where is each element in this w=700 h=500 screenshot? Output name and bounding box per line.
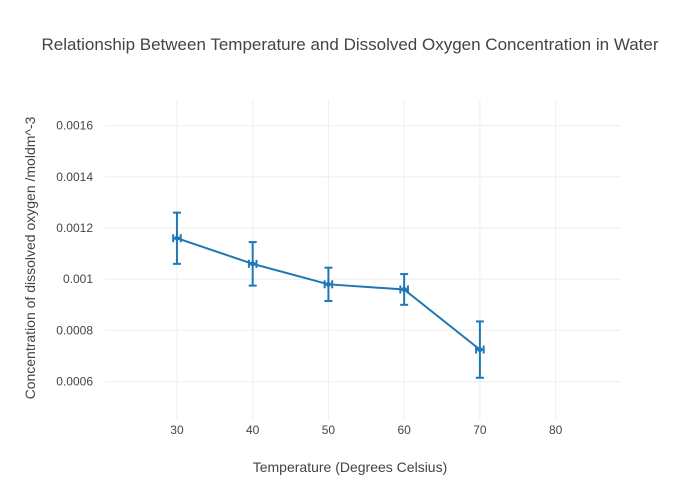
- series-layer: [172, 211, 485, 379]
- y-tick-label: 0.001: [63, 272, 93, 286]
- data-point: [174, 235, 180, 241]
- y-tick-label: 0.0006: [56, 375, 93, 389]
- x-axis-title: Temperature (Degrees Celsius): [253, 459, 448, 475]
- x-tick-label: 50: [322, 423, 336, 437]
- x-tick-label: 40: [246, 423, 260, 437]
- grid-layer: [105, 100, 620, 420]
- y-axis-title: Concentration of dissolved oxygen /moldm…: [22, 116, 38, 399]
- y-tick-label: 0.0008: [56, 323, 93, 337]
- chart-title: Relationship Between Temperature and Dis…: [41, 35, 658, 54]
- x-tick-label: 60: [397, 423, 411, 437]
- y-tick-label: 0.0016: [56, 119, 93, 133]
- tick-layer: 30 40 50 60 70 80 0.0006 0.0008 0.001 0.0012 0.001…: [56, 119, 562, 437]
- y-tick-label: 0.0012: [56, 221, 93, 235]
- data-point: [250, 261, 256, 267]
- x-tick-label: 30: [170, 423, 184, 437]
- y-tick-label: 0.0014: [56, 170, 93, 184]
- x-tick-label: 80: [549, 423, 563, 437]
- data-point: [325, 281, 331, 287]
- x-tick-label: 70: [473, 423, 487, 437]
- data-point: [477, 347, 483, 353]
- data-point: [401, 286, 407, 292]
